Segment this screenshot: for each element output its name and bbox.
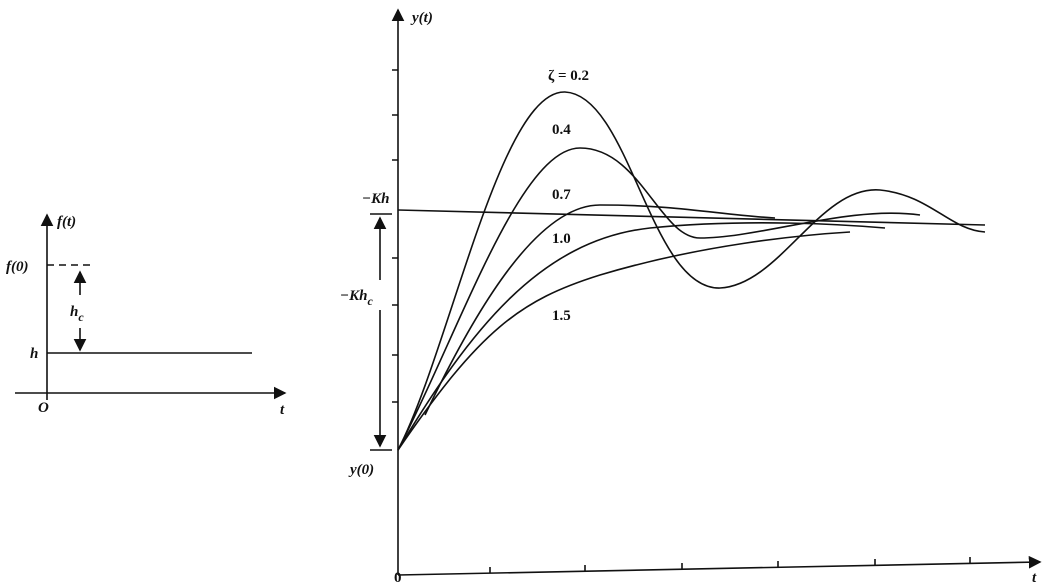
axis-label: f(t) bbox=[57, 214, 76, 230]
ticks bbox=[392, 70, 970, 573]
label: −Khc bbox=[340, 288, 373, 308]
axis-label: y(t) bbox=[410, 10, 433, 26]
right-plot: y(t) ζ = 0.2 0.4 0.7 1.0 1.5 −Kh −Khc y(… bbox=[340, 10, 1040, 584]
label: hc bbox=[70, 304, 84, 324]
figure: f(t) f(0) hc h O t y(t) ζ = 0.2 0.4 0.7 … bbox=[0, 0, 1047, 584]
curve-label: ζ = 0.2 bbox=[548, 68, 589, 84]
label: h bbox=[30, 346, 38, 362]
label: y(0) bbox=[348, 462, 374, 478]
curve bbox=[398, 223, 885, 450]
curve bbox=[398, 92, 985, 450]
x-axis bbox=[398, 562, 1040, 575]
axis-label: t bbox=[1032, 570, 1037, 584]
curve bbox=[398, 148, 920, 450]
curve-label: 1.0 bbox=[552, 231, 571, 247]
curve-label: 0.7 bbox=[552, 187, 571, 203]
origin: O bbox=[38, 400, 49, 416]
final-level bbox=[398, 210, 985, 225]
origin: 0 bbox=[394, 570, 402, 584]
axis-label: t bbox=[280, 402, 285, 418]
curve-label: 1.5 bbox=[552, 308, 571, 324]
curve-label: 0.4 bbox=[552, 122, 571, 138]
label: −Kh bbox=[362, 191, 389, 207]
left-plot: f(t) f(0) hc h O t bbox=[6, 214, 285, 418]
label: f(0) bbox=[6, 259, 29, 275]
